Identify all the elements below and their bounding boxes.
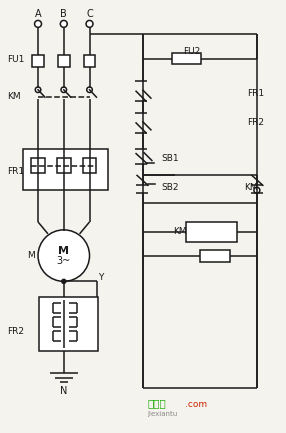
Bar <box>39 297 98 351</box>
Text: A: A <box>35 9 41 19</box>
Circle shape <box>60 20 67 27</box>
Text: C: C <box>86 9 93 19</box>
Text: KM: KM <box>244 183 258 192</box>
Text: SB1: SB1 <box>162 154 179 163</box>
Bar <box>23 149 108 190</box>
Circle shape <box>254 187 260 193</box>
Bar <box>58 55 70 68</box>
Bar <box>83 158 96 174</box>
Bar <box>186 222 237 242</box>
Circle shape <box>61 87 67 93</box>
Text: M: M <box>58 246 69 255</box>
Text: FU1: FU1 <box>7 55 25 64</box>
Text: 3~: 3~ <box>57 255 71 265</box>
Text: KM: KM <box>7 92 21 101</box>
Text: .com: .com <box>184 400 207 409</box>
Circle shape <box>87 87 92 93</box>
Circle shape <box>62 279 66 283</box>
Text: SB2: SB2 <box>162 183 179 192</box>
Bar <box>172 52 201 65</box>
Text: FR1: FR1 <box>7 167 25 176</box>
Text: FU2: FU2 <box>183 47 200 56</box>
Bar <box>31 158 45 174</box>
Circle shape <box>35 20 41 27</box>
Bar <box>200 250 230 262</box>
Bar <box>32 55 44 68</box>
Text: Y: Y <box>98 273 103 282</box>
Text: FR2: FR2 <box>7 327 24 336</box>
Text: 接线图: 接线图 <box>148 398 167 408</box>
Text: KM: KM <box>173 227 186 236</box>
Bar <box>57 158 71 174</box>
Text: N: N <box>60 386 67 396</box>
Circle shape <box>38 230 90 281</box>
Circle shape <box>86 20 93 27</box>
Text: B: B <box>60 9 67 19</box>
Text: M: M <box>27 251 35 260</box>
Bar <box>84 55 96 68</box>
Circle shape <box>35 87 41 93</box>
Text: FR1: FR1 <box>247 89 264 98</box>
Text: FR2: FR2 <box>247 118 264 127</box>
Text: jiexiantu: jiexiantu <box>147 411 177 417</box>
